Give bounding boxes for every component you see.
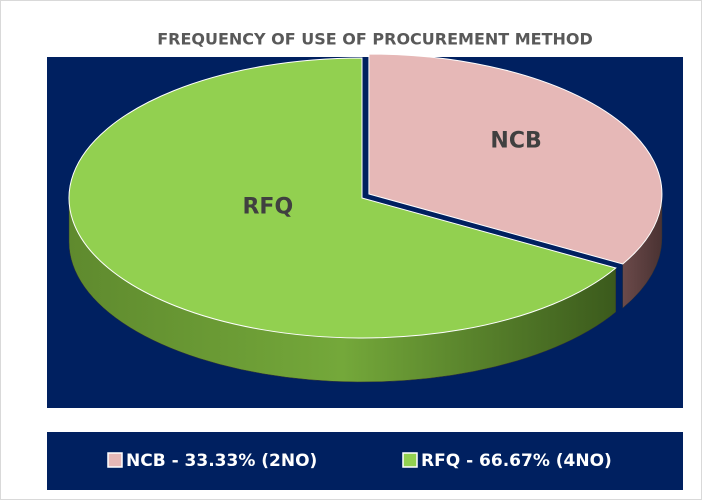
legend-swatch [402, 452, 418, 468]
pie: NCB RFQ [68, 53, 663, 383]
legend: NCB - 33.33% (2NO) RFQ - 66.67% (4NO) [107, 451, 612, 471]
slice-label: NCB [490, 128, 541, 153]
legend-label: RFQ - 66.67% (4NO) [421, 451, 612, 471]
legend-box [47, 432, 683, 490]
slice [68, 57, 617, 339]
slice [368, 53, 663, 265]
slice-label: RFQ [242, 195, 293, 220]
legend-label: NCB - 33.33% (2NO) [126, 451, 317, 471]
legend-swatch [107, 452, 123, 468]
chart-title: FREQUENCY OF USE OF PROCUREMENT METHOD [157, 30, 593, 49]
